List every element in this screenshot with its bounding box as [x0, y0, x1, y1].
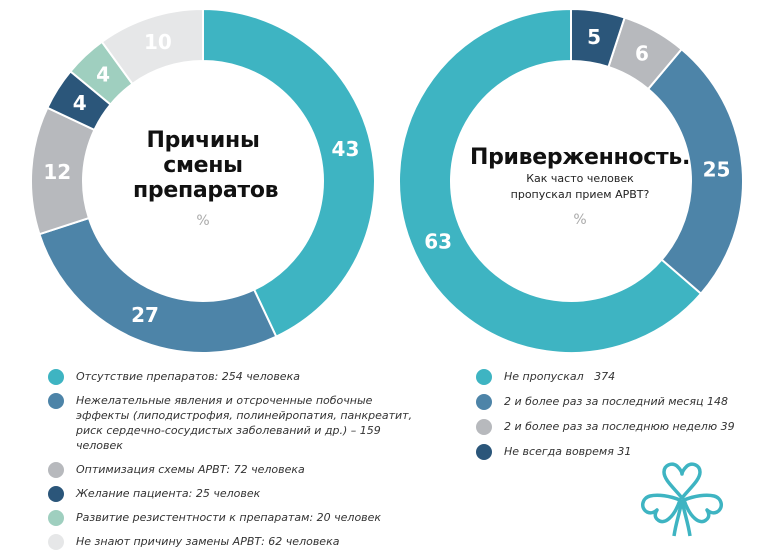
legend-swatch — [476, 369, 492, 385]
legend-swatch — [48, 462, 64, 478]
legend-swatch — [476, 394, 492, 410]
legend-swatch — [476, 419, 492, 435]
legend-item: Не всегда вовремя 31 — [476, 444, 746, 460]
slice-value-label: 4 — [73, 91, 87, 115]
slice-value-label: 43 — [332, 137, 360, 161]
right-chart-subtitle-2: пропускал прием АРВТ? — [510, 188, 650, 201]
left-chart-center: Причины смены препаратов % — [133, 128, 279, 229]
slice-value-label: 6 — [635, 41, 649, 65]
legend-label: Отсутствие препаратов: 254 человека — [76, 370, 300, 383]
right-chart-center: Приверженность. Как часто человек пропус… — [470, 145, 690, 228]
legend-label: Развитие резистентности к препаратам: 20… — [76, 511, 382, 524]
legend-item: 2 и более раз за последнюю неделю 39 — [476, 419, 746, 435]
slice-value-label: 12 — [43, 160, 71, 184]
legend-swatch — [476, 444, 492, 460]
right-chart-subtitle-1: Как часто человек — [526, 172, 634, 185]
right-chart-unit: % — [573, 212, 587, 228]
legend-item: Нежелательные явления и отсроченные побо… — [48, 393, 416, 453]
legend-label: Не всегда вовремя 31 — [504, 445, 632, 458]
donut-slice — [607, 16, 683, 91]
legend-label: Нежелательные явления и отсроченные побо… — [76, 394, 413, 452]
right-legend: Не пропускал 374 2 и более раз за послед… — [476, 369, 746, 460]
legend-swatch — [48, 486, 64, 502]
left-chart-title-3: препаратов — [133, 178, 279, 203]
slice-value-label: 5 — [587, 25, 601, 49]
clover-ribbon-logo-icon — [641, 462, 723, 537]
legend-label: 2 и более раз за последний месяц 148 — [504, 395, 728, 408]
donut-right: 63 25 6 5 — [398, 7, 744, 354]
legend-item: Развитие резистентности к препаратам: 20… — [48, 510, 448, 526]
legend-item: Не пропускал 374 — [476, 369, 746, 385]
legend-item: Оптимизация схемы АРВТ: 72 человека — [48, 462, 448, 478]
legend-item: Не знают причину замены АРВТ: 62 человек… — [48, 534, 448, 550]
legend-item: Желание пациента: 25 человек — [48, 486, 448, 502]
legend-label: Не знают причину замены АРВТ: 62 человек… — [76, 535, 340, 548]
legend-item: 2 и более раз за последний месяц 148 — [476, 394, 746, 410]
legend-label: Не пропускал 374 — [504, 370, 616, 383]
legend-item: Отсутствие препаратов: 254 человека — [48, 369, 448, 385]
donut-slice — [570, 7, 626, 69]
left-chart-unit: % — [196, 213, 210, 229]
donut-slice — [646, 47, 744, 296]
legend-label: Оптимизация схемы АРВТ: 72 человека — [76, 463, 305, 476]
donut-left: 43 27 12 44 10 — [30, 7, 376, 354]
slice-value-label: 4 — [96, 63, 110, 87]
legend-swatch — [48, 369, 64, 385]
legend-swatch — [48, 510, 64, 526]
donut-slice — [38, 216, 278, 354]
legend-swatch — [48, 534, 64, 550]
donut-slice — [202, 7, 376, 338]
left-chart-title-2: смены — [163, 153, 243, 178]
left-legend: Отсутствие препаратов: 254 человека Неже… — [48, 369, 448, 550]
donut-slice — [100, 7, 204, 86]
legend-label: Желание пациента: 25 человек — [76, 487, 261, 500]
slice-value-label: 63 — [424, 230, 452, 254]
legend-swatch — [48, 393, 64, 409]
left-chart-title-1: Причины — [146, 128, 260, 153]
slice-value-label: 25 — [703, 157, 731, 181]
donut-slice — [398, 7, 703, 354]
right-chart-title: Приверженность. — [470, 145, 691, 170]
slice-value-label: 27 — [131, 303, 159, 327]
slice-value-label: 10 — [144, 30, 172, 54]
legend-label: 2 и более раз за последнюю неделю 39 — [504, 420, 735, 433]
